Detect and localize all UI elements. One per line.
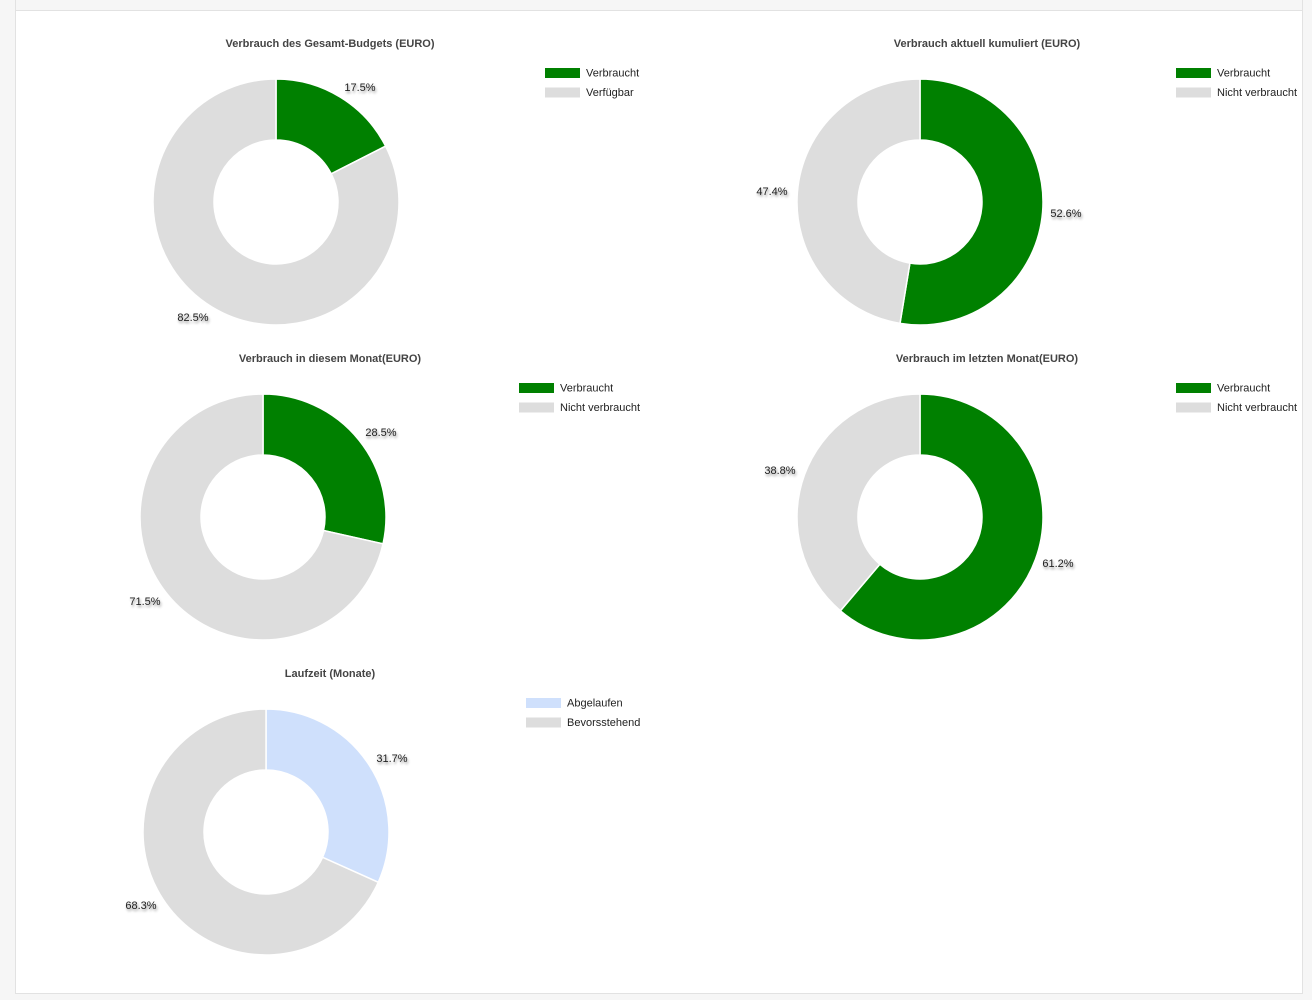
slice-label-nicht-verbraucht: 38.8% bbox=[764, 465, 795, 477]
chart-legend: Verbraucht Nicht verbraucht bbox=[519, 383, 640, 414]
donut-chart-2: Verbrauch aktuell kumuliert (EURO) 52.6% 4… bbox=[756, 38, 1297, 326]
slice-nicht-verbraucht[interactable] bbox=[796, 393, 921, 612]
slice-label-nicht-verbraucht: 47.4% bbox=[756, 186, 787, 198]
charts-panel bbox=[15, 10, 1303, 994]
donut-chart-1: Verbrauch des Gesamt-Budgets (EURO) 17.5%… bbox=[152, 38, 639, 326]
slice-label-abgelaufen: 31.7% bbox=[376, 753, 407, 765]
legend-label-verfuegbar[interactable]: Verfügbar bbox=[586, 87, 634, 99]
donut-chart-3: Verbrauch in diesem Monat(EURO) 28.5% 71.5… bbox=[129, 353, 640, 641]
slice-label-verbraucht: 28.5% bbox=[365, 427, 396, 439]
legend-swatch-nicht-verbraucht[interactable] bbox=[1176, 402, 1211, 413]
slice-nicht-verbraucht[interactable] bbox=[796, 78, 921, 325]
chart-title: Verbrauch des Gesamt-Budgets (EURO) bbox=[225, 38, 434, 50]
slice-nicht-verbraucht[interactable] bbox=[139, 393, 384, 641]
legend-label-abgelaufen[interactable]: Abgelaufen bbox=[567, 698, 623, 710]
slice-label-bevorsstehend: 68.3% bbox=[125, 900, 156, 912]
donut-chart-5: Laufzeit (Monate) 31.7% 68.3% Abgelaufen Bev… bbox=[125, 668, 640, 956]
legend-label-bevorsstehend[interactable]: Bevorsstehend bbox=[567, 717, 640, 729]
panel-top-edge bbox=[15, 0, 1303, 10]
legend-swatch-verbraucht[interactable] bbox=[1176, 383, 1211, 393]
donut-chart-4: Verbrauch im letzten Monat(EURO) 61.2% 38.… bbox=[764, 353, 1297, 641]
slice-label-verbraucht: 52.6% bbox=[1050, 208, 1081, 220]
legend-swatch-verbraucht[interactable] bbox=[519, 383, 554, 393]
chart-legend: Verbraucht Nicht verbraucht bbox=[1176, 383, 1297, 414]
legend-swatch-bevorsstehend[interactable] bbox=[526, 717, 561, 728]
legend-label-nicht-verbraucht[interactable]: Nicht verbraucht bbox=[560, 402, 640, 414]
chart-legend: Verbraucht Verfügbar bbox=[545, 68, 639, 99]
slice-verbraucht[interactable] bbox=[839, 393, 1044, 641]
legend-swatch-verbraucht[interactable] bbox=[1176, 68, 1211, 78]
legend-label-verbraucht[interactable]: Verbraucht bbox=[1217, 68, 1270, 80]
slice-verbraucht[interactable] bbox=[899, 78, 1044, 326]
chart-title: Verbrauch im letzten Monat(EURO) bbox=[896, 353, 1078, 365]
legend-label-nicht-verbraucht[interactable]: Nicht verbraucht bbox=[1217, 87, 1297, 99]
legend-label-nicht-verbraucht[interactable]: Nicht verbraucht bbox=[1217, 402, 1297, 414]
legend-swatch-verbraucht[interactable] bbox=[545, 68, 580, 78]
chart-legend: Verbraucht Nicht verbraucht bbox=[1176, 68, 1297, 99]
slice-label-verbraucht: 61.2% bbox=[1042, 558, 1073, 570]
slice-bevorsstehend[interactable] bbox=[142, 708, 380, 956]
slice-abgelaufen[interactable] bbox=[265, 708, 390, 884]
legend-swatch-nicht-verbraucht[interactable] bbox=[519, 402, 554, 413]
chart-legend: Abgelaufen Bevorsstehend bbox=[526, 698, 640, 729]
legend-swatch-abgelaufen[interactable] bbox=[526, 698, 561, 708]
slice-label-verfuegbar: 82.5% bbox=[177, 312, 208, 324]
chart-title: Laufzeit (Monate) bbox=[285, 668, 376, 680]
legend-label-verbraucht[interactable]: Verbraucht bbox=[586, 68, 639, 80]
slice-verbraucht[interactable] bbox=[262, 393, 387, 545]
legend-swatch-nicht-verbraucht[interactable] bbox=[1176, 87, 1211, 98]
chart-title: Verbrauch aktuell kumuliert (EURO) bbox=[894, 38, 1081, 50]
slice-label-nicht-verbraucht: 71.5% bbox=[129, 596, 160, 608]
legend-label-verbraucht[interactable]: Verbraucht bbox=[560, 383, 613, 395]
slice-verfuegbar[interactable] bbox=[152, 78, 400, 326]
legend-swatch-verfuegbar[interactable] bbox=[545, 87, 580, 98]
legend-label-verbraucht[interactable]: Verbraucht bbox=[1217, 383, 1270, 395]
slice-label-verbraucht: 17.5% bbox=[344, 82, 375, 94]
chart-title: Verbrauch in diesem Monat(EURO) bbox=[239, 353, 421, 365]
